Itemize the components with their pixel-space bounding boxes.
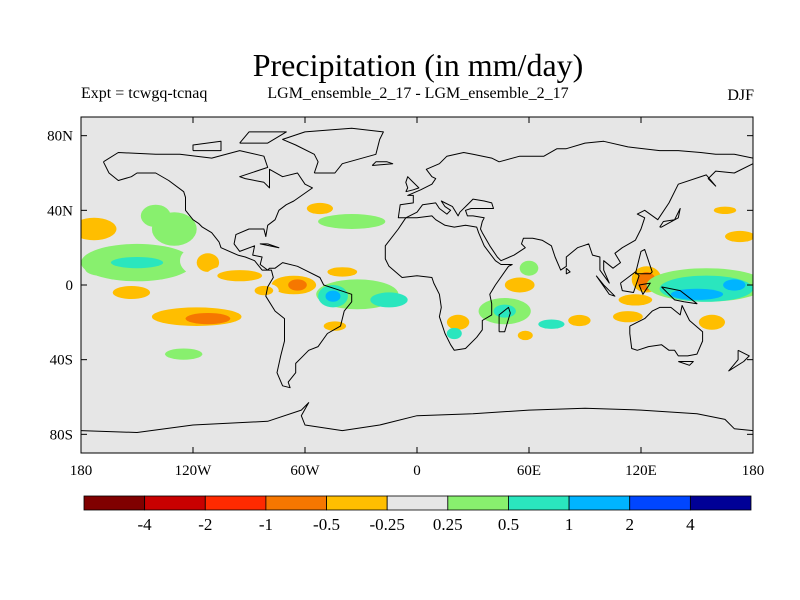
y-tick-label: 40N xyxy=(47,203,73,219)
colorbar-label: 4 xyxy=(686,515,695,534)
coastline-1 xyxy=(282,127,384,174)
coastline-0 xyxy=(102,150,353,389)
season-label: DJF xyxy=(727,87,754,104)
coastline-4 xyxy=(384,215,513,351)
anomaly-region-39 xyxy=(493,304,516,318)
coastline-16 xyxy=(565,267,571,275)
colorbar-label: -0.25 xyxy=(369,515,404,534)
coastline-6 xyxy=(81,402,753,433)
colorbar-label: -4 xyxy=(138,515,153,534)
x-tick-label: 60W xyxy=(290,463,320,479)
coastline-15 xyxy=(371,161,394,166)
y-tick-label: 40S xyxy=(50,353,73,369)
colorbar-swatch-0 xyxy=(83,495,146,511)
anomaly-region-36 xyxy=(545,273,599,297)
anomaly-region-57 xyxy=(723,279,746,291)
coastline-8 xyxy=(620,271,640,293)
y-tick-label: 80N xyxy=(47,129,73,145)
axes-layer: 180 120W 60W 0 60E 120E 180 80N 40N 0 40S 80S xyxy=(47,117,764,479)
coastline-7 xyxy=(595,275,616,297)
colorbar-swatch-6 xyxy=(447,495,509,511)
x-tick-label: 180 xyxy=(742,463,765,479)
coastline-12 xyxy=(659,208,681,228)
anomaly-region-32 xyxy=(165,348,203,360)
colorbar-swatch-10 xyxy=(689,495,752,511)
anomaly-region-9 xyxy=(112,286,151,299)
colorbar: -4 -2 -1 -0.5 -0.25 0.25 0.5 1 2 4 xyxy=(83,495,752,534)
coastline-layer xyxy=(81,127,753,433)
coastline-20 xyxy=(239,131,287,144)
anomaly-region-2 xyxy=(151,212,197,246)
anomaly-region-0 xyxy=(81,217,117,241)
x-tick-label: 180 xyxy=(70,463,93,479)
coastline-21 xyxy=(192,140,222,152)
x-tick-label: 120W xyxy=(175,463,213,479)
colorbar-label: 0.25 xyxy=(433,515,463,534)
anomaly-region-4 xyxy=(110,257,164,269)
colorbar-swatch-1 xyxy=(144,495,206,511)
anomaly-region-20 xyxy=(288,279,307,291)
colorbar-label: 2 xyxy=(625,515,634,534)
colorbar-swatch-4 xyxy=(326,495,388,511)
anomaly-layer xyxy=(81,197,753,360)
anomaly-region-63 xyxy=(725,230,753,243)
x-tick-label: 120E xyxy=(625,463,657,479)
colorbar-label: 1 xyxy=(565,515,574,534)
anomaly-region-43 xyxy=(519,260,539,276)
anomaly-region-31 xyxy=(353,309,406,325)
anomaly-region-24 xyxy=(254,285,274,296)
coastline-3 xyxy=(405,163,753,284)
colorbar-swatch-9 xyxy=(629,495,691,511)
coastline-9 xyxy=(638,282,651,295)
anomaly-region-59 xyxy=(698,314,726,330)
colorbar-swatch-2 xyxy=(204,495,267,511)
colorbar-swatch-5 xyxy=(386,495,449,511)
anomaly-region-37 xyxy=(586,279,640,299)
coastline-10 xyxy=(661,286,698,305)
x-tick-label: 60E xyxy=(517,463,541,479)
coastline-13 xyxy=(498,306,511,333)
chart-title: Precipitation (in mm/day) xyxy=(253,47,584,83)
colorbar-swatch-7 xyxy=(508,495,570,511)
anomaly-region-16 xyxy=(306,202,333,215)
coastline-18 xyxy=(728,349,750,372)
anomaly-region-11 xyxy=(217,270,263,282)
anomaly-region-7 xyxy=(196,253,220,272)
anomaly-region-42 xyxy=(446,327,462,340)
colorbar-swatch-3 xyxy=(265,495,327,511)
colorbar-label: -1 xyxy=(259,515,273,534)
colorbar-label: -0.5 xyxy=(313,515,340,534)
x-tick-label: 0 xyxy=(413,463,421,479)
coastline-11 xyxy=(634,249,653,275)
ensemble-label: LGM_ensemble_2_17 - LGM_ensemble_2_17 xyxy=(267,85,568,102)
anomaly-region-30 xyxy=(323,321,347,331)
anomaly-region-14 xyxy=(185,313,231,325)
anomaly-region-17 xyxy=(318,214,386,229)
anomaly-region-56 xyxy=(670,288,724,300)
anomaly-region-61 xyxy=(713,206,737,214)
colorbar-swatch-8 xyxy=(568,495,631,511)
anomaly-region-5 xyxy=(84,260,115,276)
anomaly-region-22 xyxy=(327,267,358,277)
anomaly-region-28 xyxy=(370,292,408,308)
anomaly-region-47 xyxy=(517,330,533,341)
anomaly-region-53 xyxy=(613,311,643,323)
coastline-5 xyxy=(629,305,704,357)
colorbar-label: -2 xyxy=(198,515,212,534)
coastline-19 xyxy=(259,243,280,249)
coastline-14 xyxy=(405,176,420,193)
y-tick-label: 80S xyxy=(50,427,73,443)
coastline-2 xyxy=(397,140,753,219)
anomaly-region-44 xyxy=(538,319,565,329)
experiment-label: Expt = tcwgq-tcnaq xyxy=(81,85,207,102)
anomaly-region-27 xyxy=(325,290,341,302)
coastline-17 xyxy=(678,361,694,366)
anomaly-region-51 xyxy=(618,294,653,306)
anomaly-region-35 xyxy=(504,277,535,293)
anomaly-region-46 xyxy=(568,314,591,327)
y-tick-label: 0 xyxy=(66,278,74,294)
colorbar-label: 0.5 xyxy=(498,515,519,534)
anomaly-region-41 xyxy=(446,314,470,330)
